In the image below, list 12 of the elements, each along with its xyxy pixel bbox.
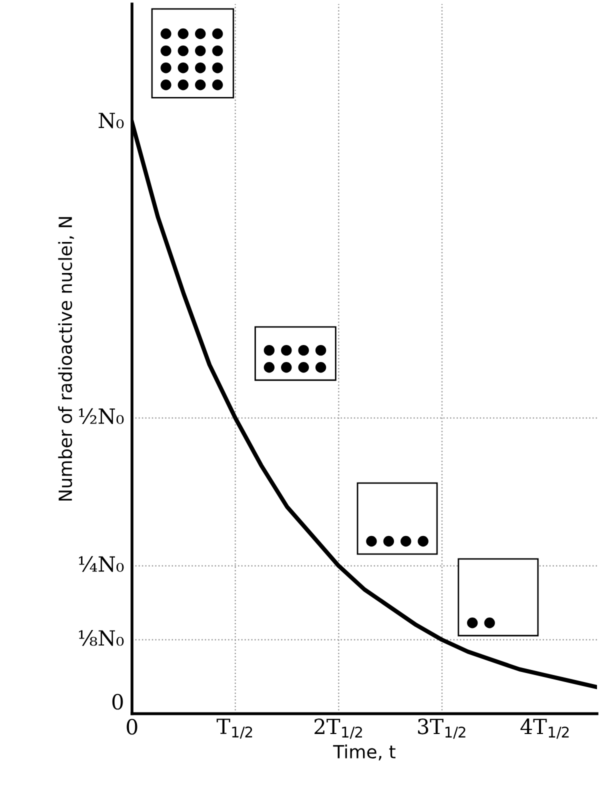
x-tick-label: 3T$_{1/2}$ bbox=[418, 718, 466, 739]
ref-line-label: ½N₀ bbox=[78, 408, 124, 424]
x-axis-title: Time, t bbox=[333, 744, 396, 760]
text: 0 bbox=[112, 694, 123, 710]
x-tick-label: T$_{1/2}$ bbox=[216, 718, 252, 739]
x-tick-label: 2T$_{1/2}$ bbox=[314, 718, 362, 739]
annotation: N₀ bbox=[98, 112, 124, 128]
x-tick-label: 4T$_{1/2}$ bbox=[520, 718, 569, 739]
ref-line-label: ⅛N₀ bbox=[78, 630, 124, 646]
ref-line-label: ¼N₀ bbox=[78, 556, 124, 572]
y-axis-title: Number of radioactive nuclei, N bbox=[58, 217, 74, 501]
x-tick-label: 0 bbox=[126, 718, 138, 735]
